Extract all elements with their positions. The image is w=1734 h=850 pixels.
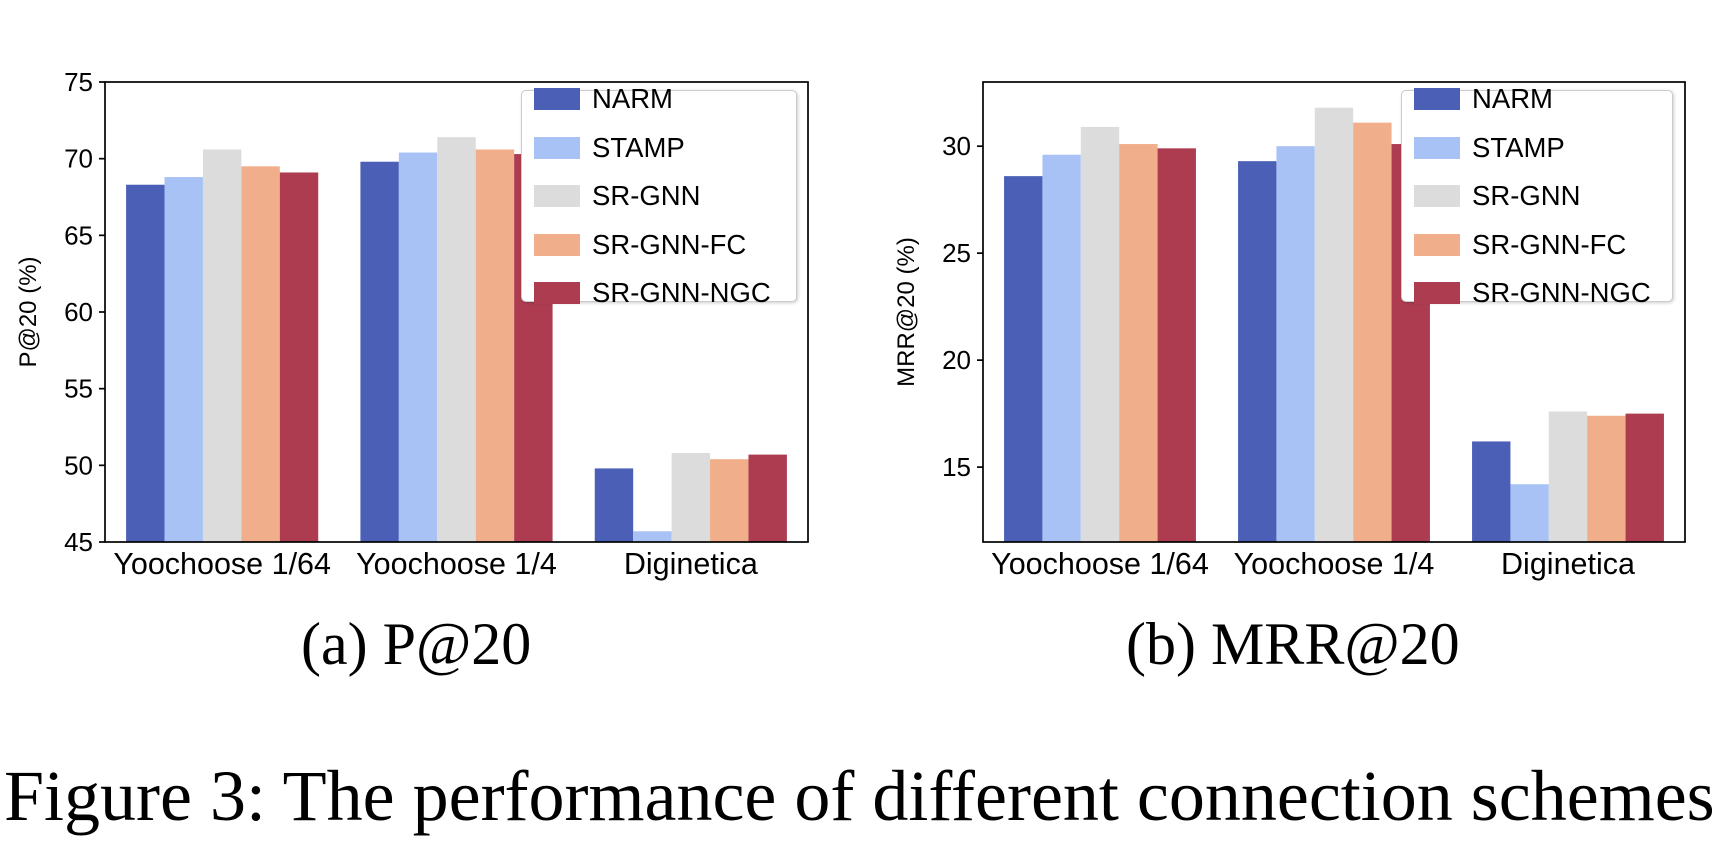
svg-text:Yoochoose 1/4: Yoochoose 1/4	[1234, 547, 1435, 581]
svg-text:MRR@20 (%): MRR@20 (%)	[893, 237, 920, 387]
svg-text:P@20 (%): P@20 (%)	[15, 256, 42, 367]
svg-text:Yoochoose 1/4: Yoochoose 1/4	[356, 547, 557, 581]
svg-text:30: 30	[942, 131, 971, 161]
svg-text:75: 75	[64, 70, 93, 97]
svg-text:55: 55	[64, 374, 93, 404]
svg-text:Yoochoose 1/64: Yoochoose 1/64	[113, 547, 331, 581]
svg-text:Yoochoose 1/64: Yoochoose 1/64	[991, 547, 1209, 581]
svg-text:Diginetica: Diginetica	[1501, 547, 1635, 581]
svg-text:60: 60	[64, 297, 93, 327]
svg-text:65: 65	[64, 220, 93, 250]
svg-text:70: 70	[64, 144, 93, 174]
svg-text:Diginetica: Diginetica	[624, 547, 758, 581]
svg-text:15: 15	[942, 452, 971, 482]
svg-text:25: 25	[942, 238, 971, 268]
svg-text:20: 20	[942, 345, 971, 375]
svg-text:45: 45	[64, 527, 93, 557]
svg-text:50: 50	[64, 450, 93, 480]
